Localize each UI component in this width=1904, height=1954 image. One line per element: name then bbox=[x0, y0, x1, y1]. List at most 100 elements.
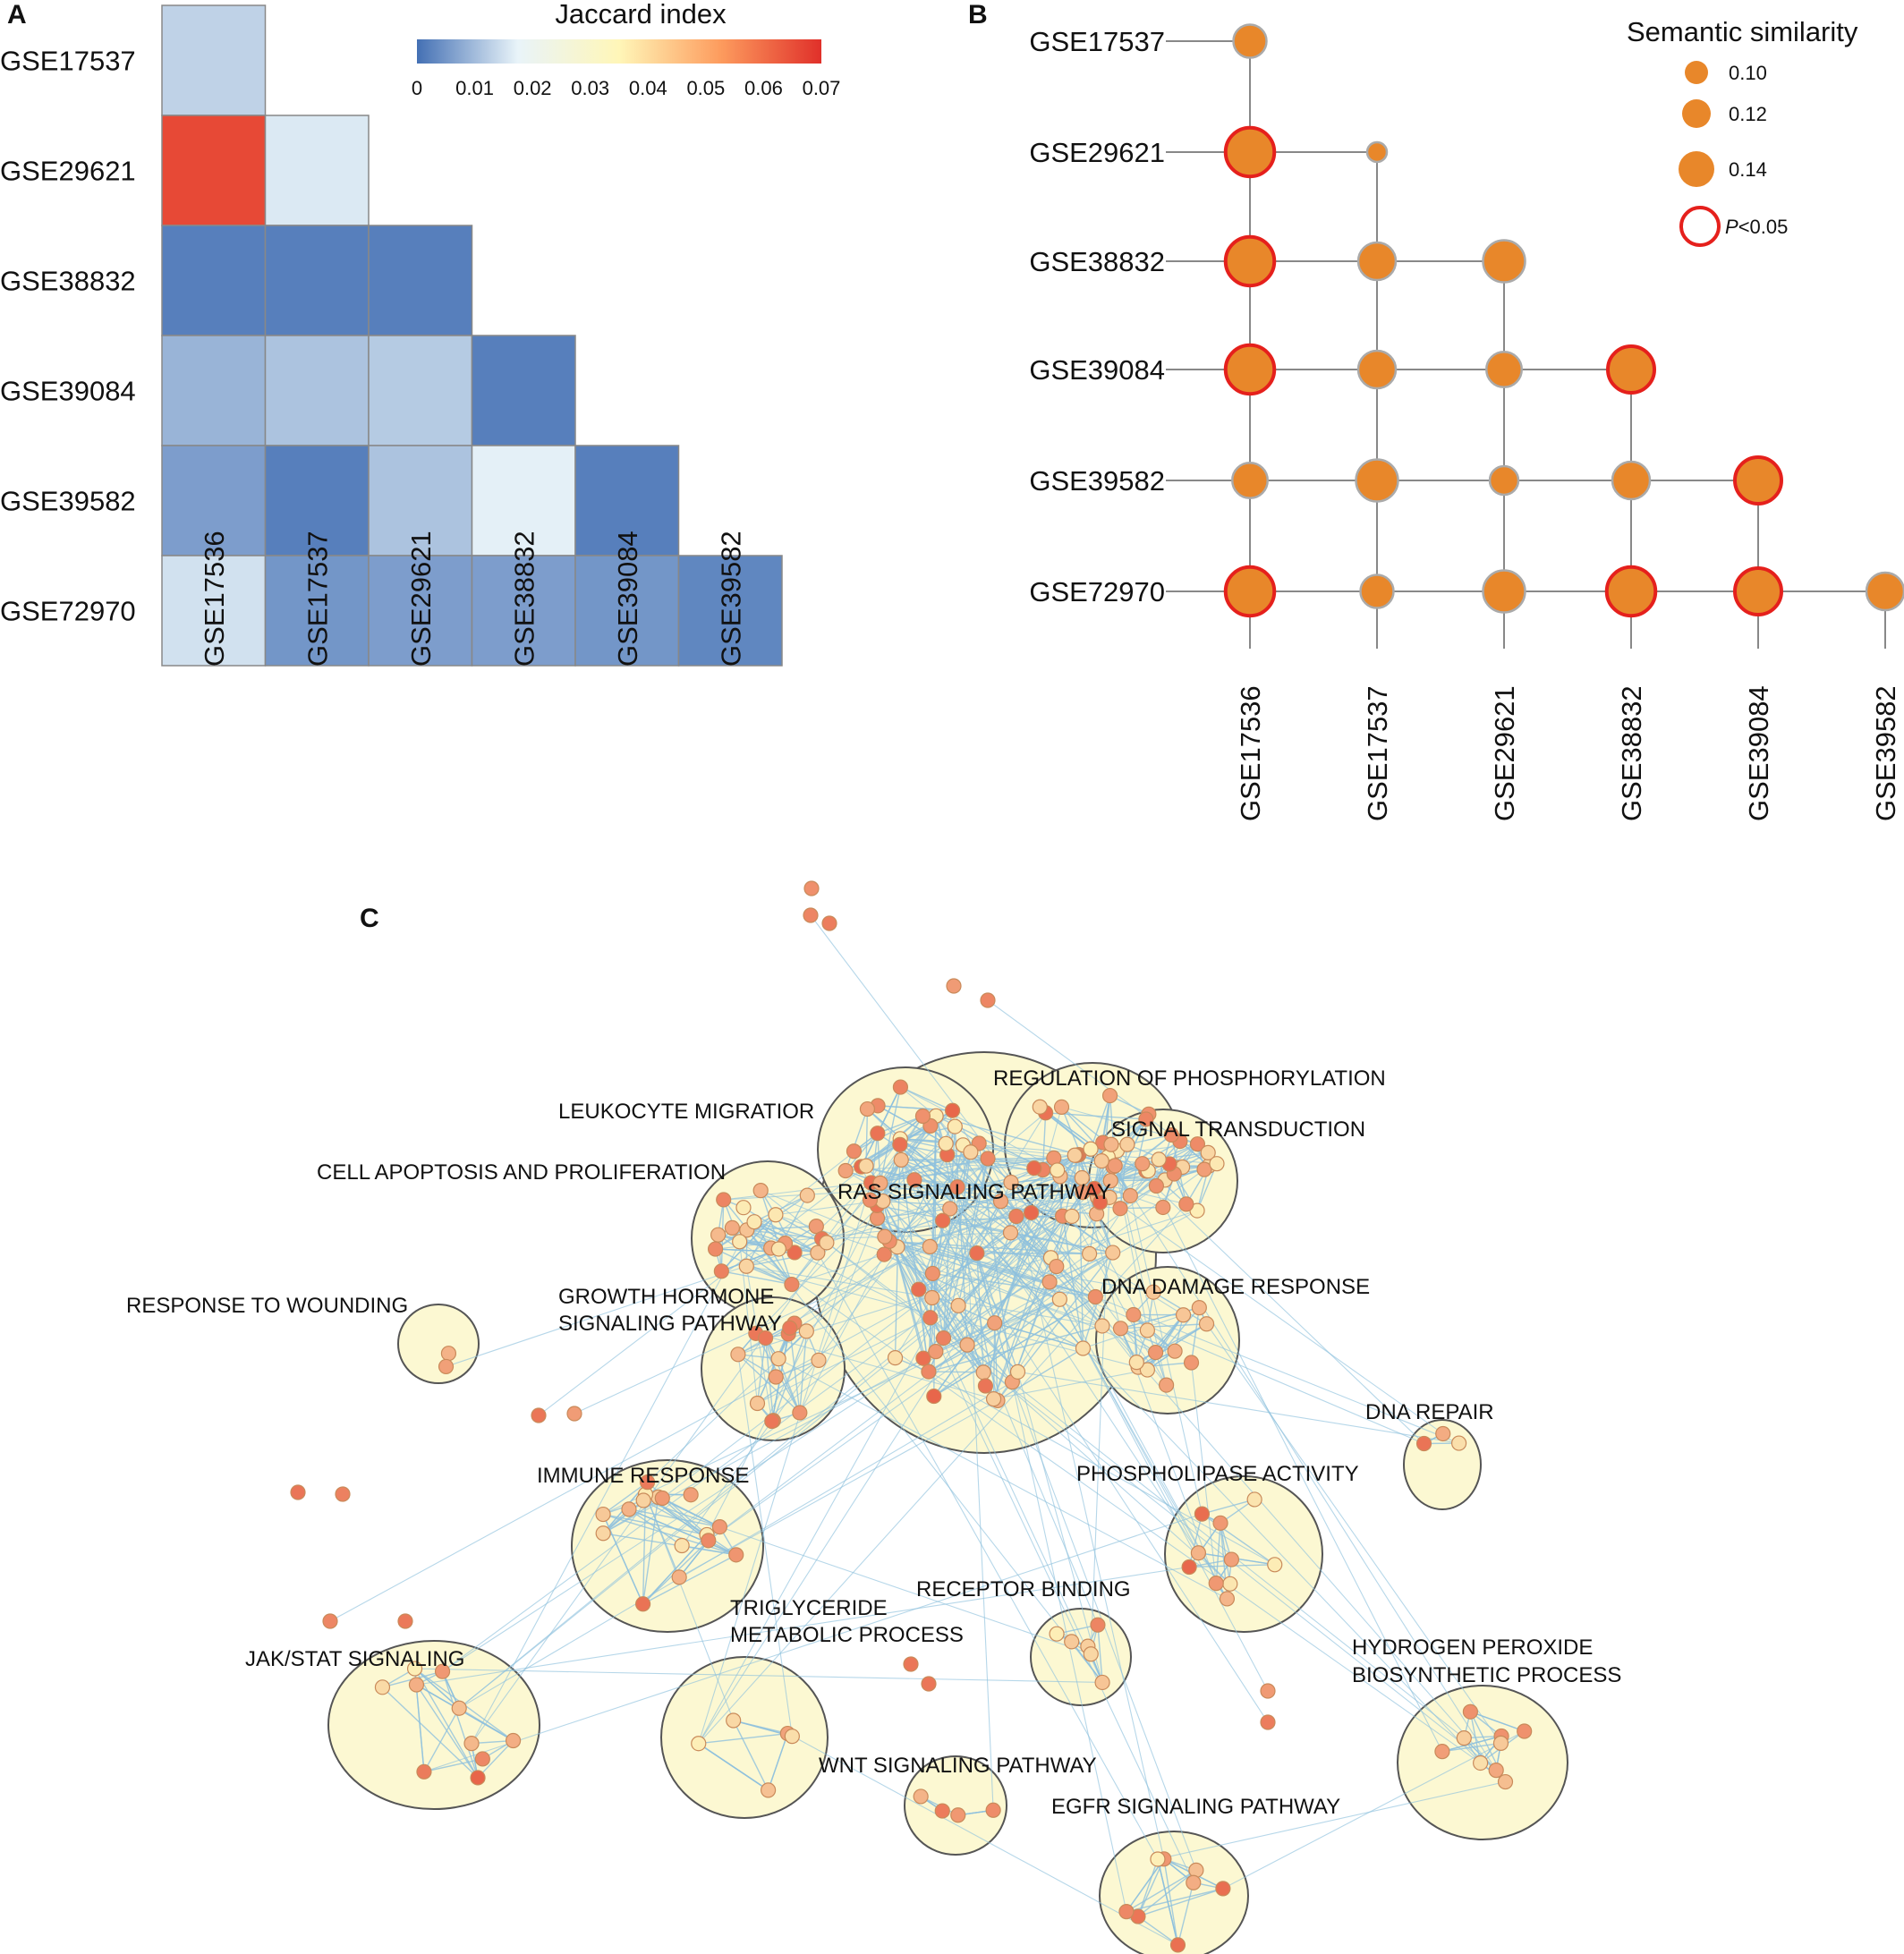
network-node bbox=[1139, 1322, 1155, 1338]
heatmap-cell bbox=[161, 555, 267, 667]
heatmap-cell bbox=[264, 445, 370, 556]
network-node bbox=[877, 1228, 893, 1245]
network-node bbox=[1094, 1318, 1110, 1334]
network-edge bbox=[1110, 1143, 1424, 1444]
network-edge bbox=[978, 1143, 1096, 1297]
heatmap-row-label: GSE72970 bbox=[0, 596, 136, 627]
network-node bbox=[635, 1492, 651, 1508]
network-edge bbox=[1126, 1869, 1197, 1913]
network-node bbox=[1497, 1773, 1514, 1790]
heatmap-cell bbox=[471, 445, 576, 556]
network-edge bbox=[930, 1116, 937, 1318]
network-node bbox=[635, 1596, 651, 1612]
network-edge bbox=[757, 1317, 931, 1404]
network-node bbox=[752, 1183, 769, 1199]
network-node bbox=[924, 1289, 940, 1306]
similarity-point bbox=[1232, 23, 1268, 59]
cluster-label: BIOSYNTHETIC PROCESS bbox=[1352, 1663, 1621, 1687]
network-edge bbox=[471, 1229, 748, 1744]
network-edge bbox=[746, 1265, 1103, 1327]
network-edge bbox=[1202, 1499, 1255, 1515]
network-node bbox=[738, 1258, 754, 1274]
panel-b: B GSE17537 GSE29621 GSE38832 GSE39084 GSE395… bbox=[968, 0, 1904, 821]
network-edge bbox=[755, 1126, 956, 1334]
network-edge bbox=[1157, 1781, 1506, 1860]
network-edge bbox=[877, 1208, 950, 1219]
cluster-ellipse bbox=[660, 1656, 829, 1819]
network-node bbox=[975, 1364, 991, 1381]
network-node bbox=[1191, 1300, 1207, 1316]
network-edge bbox=[642, 1494, 647, 1604]
network-node bbox=[938, 1135, 954, 1151]
similarity-point bbox=[1488, 464, 1520, 497]
network-node bbox=[1150, 1851, 1166, 1867]
heatmap-cell bbox=[471, 555, 576, 667]
network-node bbox=[858, 1158, 874, 1174]
network-node bbox=[595, 1506, 611, 1523]
network-edge bbox=[861, 1115, 923, 1168]
network-edge bbox=[949, 1208, 1482, 1763]
network-node bbox=[1175, 1307, 1192, 1323]
cluster-label: IMMUNE RESPONSE bbox=[537, 1464, 749, 1488]
network-node bbox=[1190, 1545, 1207, 1561]
network-node bbox=[691, 1736, 707, 1752]
network-edge bbox=[721, 1270, 793, 1286]
network-node bbox=[408, 1677, 425, 1693]
network-edge bbox=[423, 1513, 1203, 1772]
network-node bbox=[621, 1501, 637, 1517]
network-node bbox=[862, 1192, 879, 1208]
network-node bbox=[1212, 1515, 1228, 1531]
network-node bbox=[1119, 1136, 1135, 1152]
network-edge bbox=[789, 1328, 801, 1414]
similarity-point bbox=[1356, 349, 1398, 390]
cluster-label: RESPONSE TO WOUNDING bbox=[126, 1294, 408, 1318]
network-edge bbox=[882, 1201, 931, 1247]
network-node bbox=[1181, 1559, 1197, 1576]
network-edge bbox=[458, 1134, 1172, 1709]
cluster-label: DNA DAMAGE RESPONSE bbox=[1101, 1275, 1370, 1299]
network-node bbox=[1462, 1703, 1478, 1720]
cluster-label: RAS SIGNALING PATHWAY bbox=[837, 1180, 1111, 1204]
colorbar-tick-label: 0.05 bbox=[686, 77, 725, 99]
network-node bbox=[887, 1350, 904, 1366]
network-node bbox=[1451, 1435, 1467, 1451]
network-node bbox=[784, 1276, 800, 1293]
network-node bbox=[1083, 1646, 1099, 1662]
network-node bbox=[732, 1234, 748, 1250]
similarity-point bbox=[1482, 239, 1526, 284]
cluster-ellipse bbox=[1164, 1475, 1323, 1633]
network-edge bbox=[678, 1399, 999, 1578]
semantic-legend: Semantic similarity 0.10 0.12 0.14 P<0.0… bbox=[1627, 16, 1858, 247]
network-edge bbox=[698, 1155, 1077, 1745]
heatmap-cell bbox=[368, 555, 473, 667]
network-node bbox=[566, 1406, 582, 1422]
network-edge bbox=[1470, 1711, 1525, 1732]
network-node bbox=[906, 1172, 922, 1188]
network-edge bbox=[778, 1358, 1228, 1600]
network-edge bbox=[870, 1143, 947, 1201]
network-edge bbox=[877, 1133, 881, 1184]
network-node bbox=[1122, 1187, 1138, 1204]
heatmap-column-label: GSE17536 bbox=[199, 531, 230, 667]
network-edge bbox=[415, 1684, 479, 1779]
heatmap-row-label: GSE17537 bbox=[0, 46, 136, 77]
heatmap-column-label: GSE38832 bbox=[508, 531, 540, 667]
network-edge bbox=[845, 1109, 869, 1171]
network-edge bbox=[1137, 1888, 1224, 1917]
heatmap-column-label: GSE29621 bbox=[405, 531, 437, 667]
network-node bbox=[987, 1315, 1003, 1331]
network-node bbox=[798, 1323, 814, 1339]
heatmap-cell bbox=[264, 225, 370, 336]
network-node bbox=[1092, 1194, 1109, 1211]
network-node bbox=[438, 1358, 455, 1375]
network-edge bbox=[477, 1740, 514, 1779]
network-node bbox=[671, 1569, 687, 1585]
network-edge bbox=[733, 1720, 769, 1791]
network-edge bbox=[932, 1169, 1058, 1274]
network-node bbox=[1082, 1245, 1098, 1262]
network-node bbox=[716, 1192, 732, 1208]
network-edge bbox=[1129, 1195, 1203, 1515]
heatmap-row-label: GSE38832 bbox=[0, 266, 136, 297]
cluster-ellipse bbox=[904, 1755, 1007, 1856]
network-node bbox=[434, 1663, 451, 1679]
